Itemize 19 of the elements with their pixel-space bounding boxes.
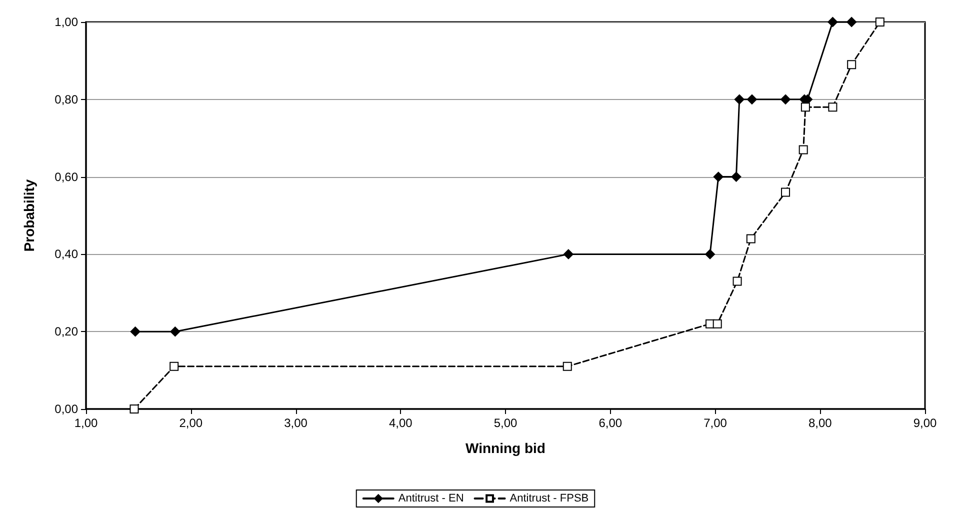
x-tick-label: 4,00	[388, 416, 413, 430]
x-tick-label: 9,00	[913, 416, 937, 430]
legend-label: Antitrust - EN	[398, 492, 464, 504]
y-tick-label: 1,00	[54, 15, 78, 29]
x-tick-label: 2,00	[179, 416, 203, 430]
y-tick-label: 0,80	[54, 92, 78, 106]
x-tick-label: 3,00	[284, 416, 308, 430]
x-tick-label: 6,00	[598, 416, 622, 430]
y-tick-label: 0,40	[54, 247, 78, 262]
y-tick-label: 0,20	[54, 324, 78, 339]
x-tick-label: 8,00	[808, 416, 832, 430]
x-axis-title: Winning bid	[466, 440, 546, 456]
x-tick-label: 5,00	[494, 416, 518, 430]
x-tick-label: 1,00	[74, 416, 98, 430]
x-tick-label: 7,00	[704, 416, 728, 430]
legend-label: Antitrust - FPSB	[510, 492, 589, 504]
y-tick-label: 0,60	[54, 170, 78, 184]
y-axis-title: Probability	[21, 179, 37, 252]
y-tick-label: 0,00	[54, 402, 78, 416]
